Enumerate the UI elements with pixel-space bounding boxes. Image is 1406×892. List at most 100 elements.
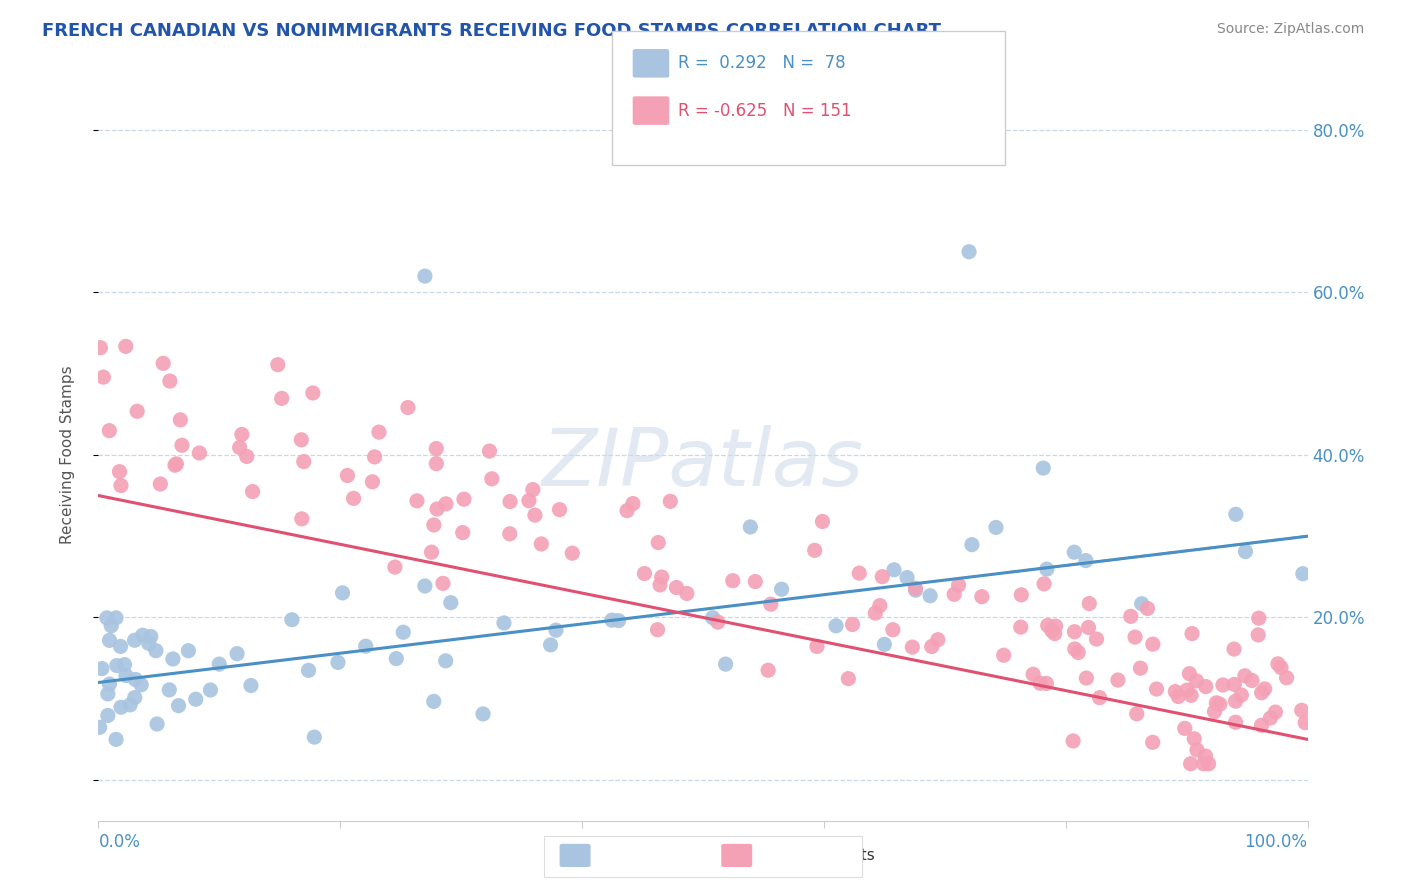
Point [1022, 667, 1045, 681]
Point [297, 664, 319, 678]
Point [702, 610, 724, 624]
Point [270, 392, 292, 406]
Point [139, 630, 162, 644]
Point [1223, 642, 1246, 657]
Point [131, 628, 153, 642]
Point [291, 512, 314, 526]
Point [1074, 553, 1097, 567]
Point [1198, 756, 1220, 771]
Point [1063, 545, 1085, 559]
Point [499, 526, 522, 541]
Point [1175, 683, 1198, 698]
Point [165, 457, 187, 471]
Point [904, 583, 927, 598]
Point [499, 494, 522, 508]
Point [129, 678, 152, 692]
Point [326, 656, 349, 670]
Point [157, 682, 180, 697]
Point [883, 563, 905, 577]
Point [1032, 461, 1054, 475]
Point [1180, 756, 1202, 771]
Point [124, 633, 146, 648]
Point [1225, 715, 1247, 730]
Point [167, 698, 190, 713]
Point [837, 672, 859, 686]
Point [1123, 630, 1146, 644]
Text: ZIPatlas: ZIPatlas [541, 425, 865, 503]
Point [1192, 756, 1215, 771]
Point [1260, 711, 1282, 725]
Point [1125, 706, 1147, 721]
Point [478, 444, 501, 458]
Point [993, 648, 1015, 663]
Point [1204, 705, 1226, 719]
Point [522, 483, 544, 497]
Point [426, 502, 449, 516]
Point [1136, 601, 1159, 615]
Point [1164, 684, 1187, 698]
Point [1067, 646, 1090, 660]
Point [110, 640, 132, 654]
Point [396, 401, 419, 415]
Point [1063, 641, 1085, 656]
Point [659, 494, 682, 508]
Point [149, 477, 172, 491]
Point [1085, 632, 1108, 646]
Point [100, 619, 122, 633]
Point [406, 494, 429, 508]
Text: R = -0.625   N = 151: R = -0.625 N = 151 [678, 102, 851, 120]
Point [1205, 696, 1227, 710]
Point [904, 581, 927, 595]
Point [825, 619, 848, 633]
Point [200, 683, 222, 698]
Point [188, 446, 211, 460]
Point [114, 339, 136, 353]
Point [342, 491, 364, 506]
Point [607, 614, 630, 628]
Point [1240, 673, 1263, 688]
Point [97, 708, 120, 723]
Point [1033, 577, 1056, 591]
Point [1045, 619, 1067, 633]
Point [368, 425, 391, 439]
Point [1063, 624, 1085, 639]
Point [127, 404, 149, 418]
Point [1275, 671, 1298, 685]
Point [1233, 669, 1256, 683]
Point [1130, 597, 1153, 611]
Point [1036, 618, 1059, 632]
Point [228, 441, 250, 455]
Point [517, 493, 540, 508]
Point [920, 589, 942, 603]
Point [1180, 689, 1202, 703]
Point [1146, 681, 1168, 696]
Point [1230, 688, 1253, 702]
Point [948, 578, 970, 592]
Point [208, 657, 231, 672]
Point [633, 566, 655, 581]
Point [1088, 690, 1111, 705]
Point [392, 625, 415, 640]
Point [451, 525, 474, 540]
Point [1142, 637, 1164, 651]
Point [647, 535, 669, 549]
Point [1010, 620, 1032, 634]
Point [385, 651, 408, 665]
Point [1223, 677, 1246, 691]
Point [152, 356, 174, 370]
Point [1195, 680, 1218, 694]
Point [110, 700, 132, 714]
Point [115, 668, 138, 682]
Point [90, 662, 112, 676]
Point [423, 694, 446, 708]
Point [1185, 673, 1208, 688]
Point [921, 640, 943, 654]
Point [239, 679, 262, 693]
Point [721, 574, 744, 588]
Point [943, 587, 966, 601]
Point [124, 690, 146, 705]
Point [1225, 508, 1247, 522]
Point [98, 677, 121, 691]
Point [544, 623, 567, 637]
Text: 100.0%: 100.0% [1244, 833, 1308, 851]
